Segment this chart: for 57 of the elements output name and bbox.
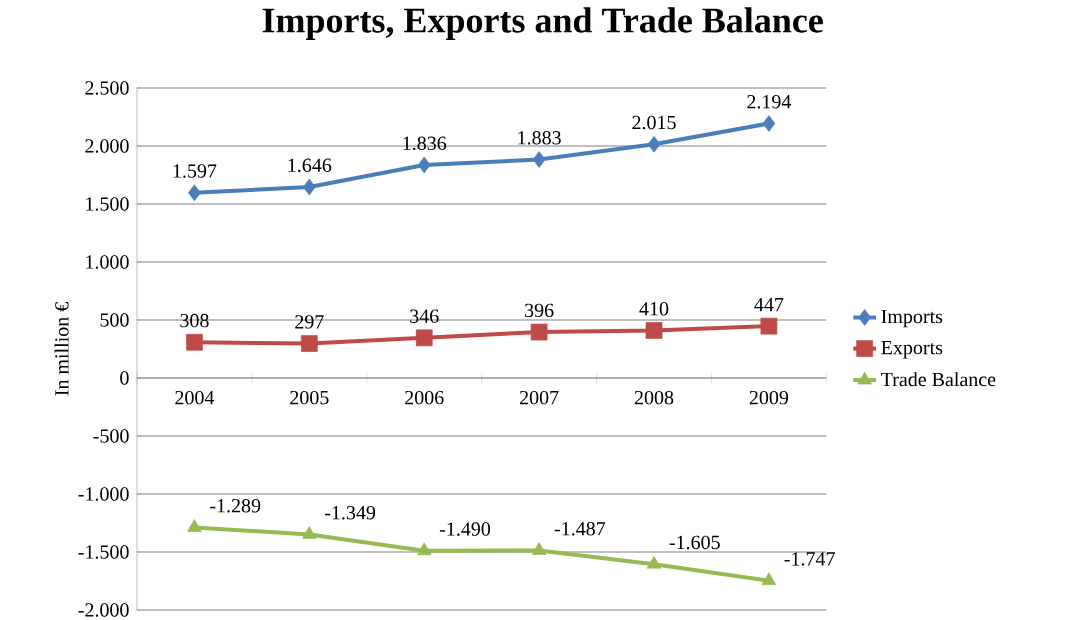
point: [532, 151, 546, 168]
point: [303, 178, 316, 196]
y-tick-label: 500: [100, 313, 129, 327]
point: [646, 555, 662, 569]
y-tick-label: 2.500: [85, 81, 129, 95]
data-label: 1.597: [173, 164, 217, 178]
point: [416, 542, 432, 556]
point: [186, 333, 203, 351]
point: [647, 135, 661, 153]
x-tick-label: 2005: [290, 390, 329, 405]
y-tick-label: -1.500: [78, 545, 129, 559]
data-label: 396: [525, 303, 554, 318]
data-label: 1.883: [518, 131, 561, 145]
point: [302, 526, 317, 539]
data-label: 2.194: [747, 95, 792, 109]
x-tick-label: 2008: [634, 390, 674, 405]
data-label: 447: [754, 298, 784, 312]
y-tick-label: -500: [93, 429, 129, 443]
data-label: -1.490: [439, 522, 491, 536]
point: [530, 323, 548, 341]
point: [531, 542, 547, 555]
legend-label: Trade Balance: [881, 372, 996, 387]
y-tick-label: 0: [120, 371, 129, 385]
data-label: 1.836: [403, 136, 447, 151]
data-label: -1.487: [554, 521, 606, 536]
data-label: 346: [410, 309, 439, 323]
x-tick-label: 2009: [749, 390, 789, 405]
x-tick-label: 2004: [175, 390, 215, 405]
point: [188, 184, 201, 202]
point: [187, 519, 202, 532]
data-label: 410: [639, 302, 669, 316]
chart-title: Imports, Exports and Trade Balance: [262, 7, 823, 41]
data-label: 1.646: [288, 158, 332, 173]
point: [301, 335, 318, 352]
y-tick-label: -2.000: [78, 603, 129, 617]
x-tick-label: 2006: [405, 390, 444, 405]
data-label: 297: [295, 315, 324, 329]
y-tick-label: 1.500: [86, 197, 129, 211]
data-label: -1.349: [325, 506, 376, 520]
legend-label: Exports: [881, 341, 943, 359]
data-label: -1.747: [784, 552, 835, 566]
point: [415, 329, 433, 347]
point: [762, 115, 776, 132]
y-tick-label: 2.000: [85, 139, 129, 153]
data-label: -1.605: [669, 535, 720, 550]
point: [760, 317, 778, 335]
x-tick-label: 2007: [519, 390, 559, 405]
point: [761, 572, 777, 585]
data-label: -1.289: [210, 498, 261, 513]
y-tick-label: -1.000: [78, 487, 129, 501]
y-axis-title: In million €: [54, 302, 69, 396]
data-label: 308: [180, 313, 209, 328]
point: [417, 156, 431, 174]
y-tick-label: 1.000: [86, 255, 129, 269]
point: [645, 322, 663, 339]
data-label: 2.015: [632, 115, 676, 130]
legend-label: Imports: [881, 309, 943, 328]
